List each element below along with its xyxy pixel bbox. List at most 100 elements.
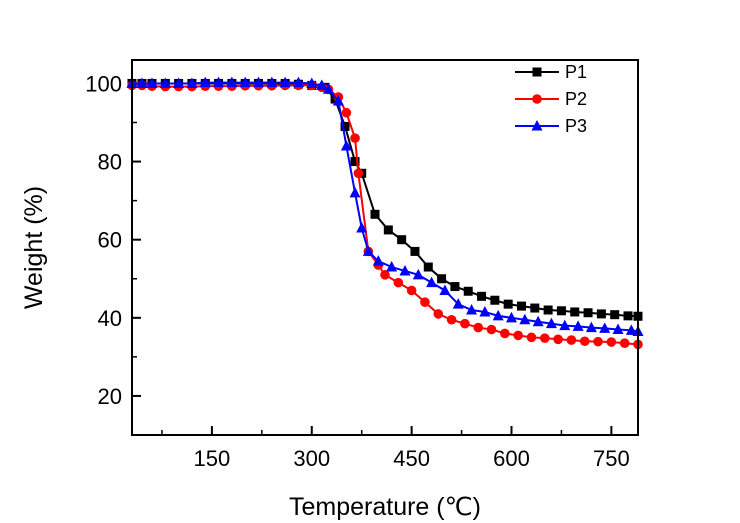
y-axis-title: Weight (%) <box>20 186 48 309</box>
data-point <box>572 320 584 331</box>
data-point <box>519 313 531 325</box>
data-point <box>625 324 637 335</box>
data-point <box>463 286 473 296</box>
y-tick-label: 60 <box>98 228 122 253</box>
data-point <box>492 309 504 321</box>
data-point <box>372 255 384 266</box>
data-point <box>380 270 390 280</box>
data-point <box>341 107 352 118</box>
data-point <box>266 76 278 88</box>
data-point <box>450 282 460 292</box>
data-point <box>585 321 597 333</box>
legend-item-p2: P2 <box>515 89 587 109</box>
data-point <box>545 317 557 329</box>
tick-label-layer: 150 300 450 600 750 20 40 60 80 100 <box>85 71 629 471</box>
tick-layer <box>132 82 613 435</box>
data-point <box>583 308 593 318</box>
data-point <box>500 328 510 339</box>
data-point <box>530 303 540 313</box>
data-point <box>532 315 544 327</box>
data-point <box>619 338 630 349</box>
y-tick-label: 20 <box>98 384 122 409</box>
data-point <box>566 335 577 345</box>
legend-marker <box>532 94 542 104</box>
data-point <box>279 76 291 88</box>
x-tick-label: 750 <box>593 446 630 471</box>
data-point <box>239 76 251 88</box>
data-point <box>466 304 478 315</box>
series-line-p2 <box>132 84 639 346</box>
data-point <box>460 318 470 329</box>
data-point <box>593 336 603 347</box>
legend-label: P2 <box>565 89 587 109</box>
data-point <box>426 276 438 288</box>
y-tick-label: 80 <box>98 150 122 175</box>
data-point <box>370 209 380 219</box>
data-point <box>506 311 517 323</box>
legend-item-p1: P1 <box>515 62 587 82</box>
legend-marker <box>531 120 543 131</box>
data-point <box>437 274 447 284</box>
data-point <box>420 297 430 307</box>
data-point <box>136 77 148 88</box>
legend-label: P1 <box>565 62 587 82</box>
data-point <box>386 261 398 272</box>
data-point <box>397 235 407 245</box>
data-point <box>596 309 606 319</box>
data-point <box>186 77 198 88</box>
data-point <box>340 121 350 131</box>
data-point <box>340 139 352 151</box>
data-point <box>393 277 404 288</box>
data-point <box>446 314 457 325</box>
series-layer <box>126 76 644 350</box>
data-point <box>306 77 318 88</box>
data-point <box>439 284 451 295</box>
data-point <box>159 77 171 88</box>
data-point <box>513 330 523 341</box>
legend-item-p3: P3 <box>515 116 587 136</box>
x-tick-label: 450 <box>393 446 430 471</box>
data-point <box>503 299 513 309</box>
data-point <box>477 291 487 301</box>
data-point <box>412 268 424 280</box>
series-line-p1 <box>132 82 639 318</box>
data-point <box>516 301 526 311</box>
data-point <box>579 336 590 347</box>
data-point <box>322 83 334 94</box>
x-tick-label: 150 <box>194 446 231 471</box>
data-point <box>253 76 264 88</box>
plot-frame <box>131 59 639 436</box>
data-point <box>490 295 500 305</box>
data-point <box>383 225 393 235</box>
data-point <box>350 133 360 143</box>
x-tick-label: 300 <box>293 446 330 471</box>
data-point <box>433 309 444 319</box>
data-point <box>612 323 624 335</box>
data-point <box>353 168 364 179</box>
y-tick-label: 40 <box>98 306 122 331</box>
data-point <box>559 319 571 331</box>
data-point <box>410 246 420 256</box>
data-point <box>173 77 185 88</box>
data-point <box>452 298 464 309</box>
data-point <box>362 245 374 256</box>
data-point <box>473 322 484 333</box>
data-point <box>213 76 225 88</box>
data-point <box>556 306 566 316</box>
data-point <box>599 322 611 333</box>
legend-label: P3 <box>565 116 587 136</box>
data-point <box>623 311 633 321</box>
data-point <box>332 95 344 106</box>
data-point <box>292 76 304 88</box>
data-point <box>610 310 620 320</box>
data-point <box>543 305 553 315</box>
data-point <box>570 307 580 317</box>
data-point <box>606 337 617 347</box>
data-point <box>479 305 491 317</box>
data-point <box>423 262 433 272</box>
data-point <box>350 157 360 167</box>
data-point <box>486 324 497 335</box>
legend: P1 P2 P3 <box>515 62 587 136</box>
data-point <box>226 76 238 88</box>
